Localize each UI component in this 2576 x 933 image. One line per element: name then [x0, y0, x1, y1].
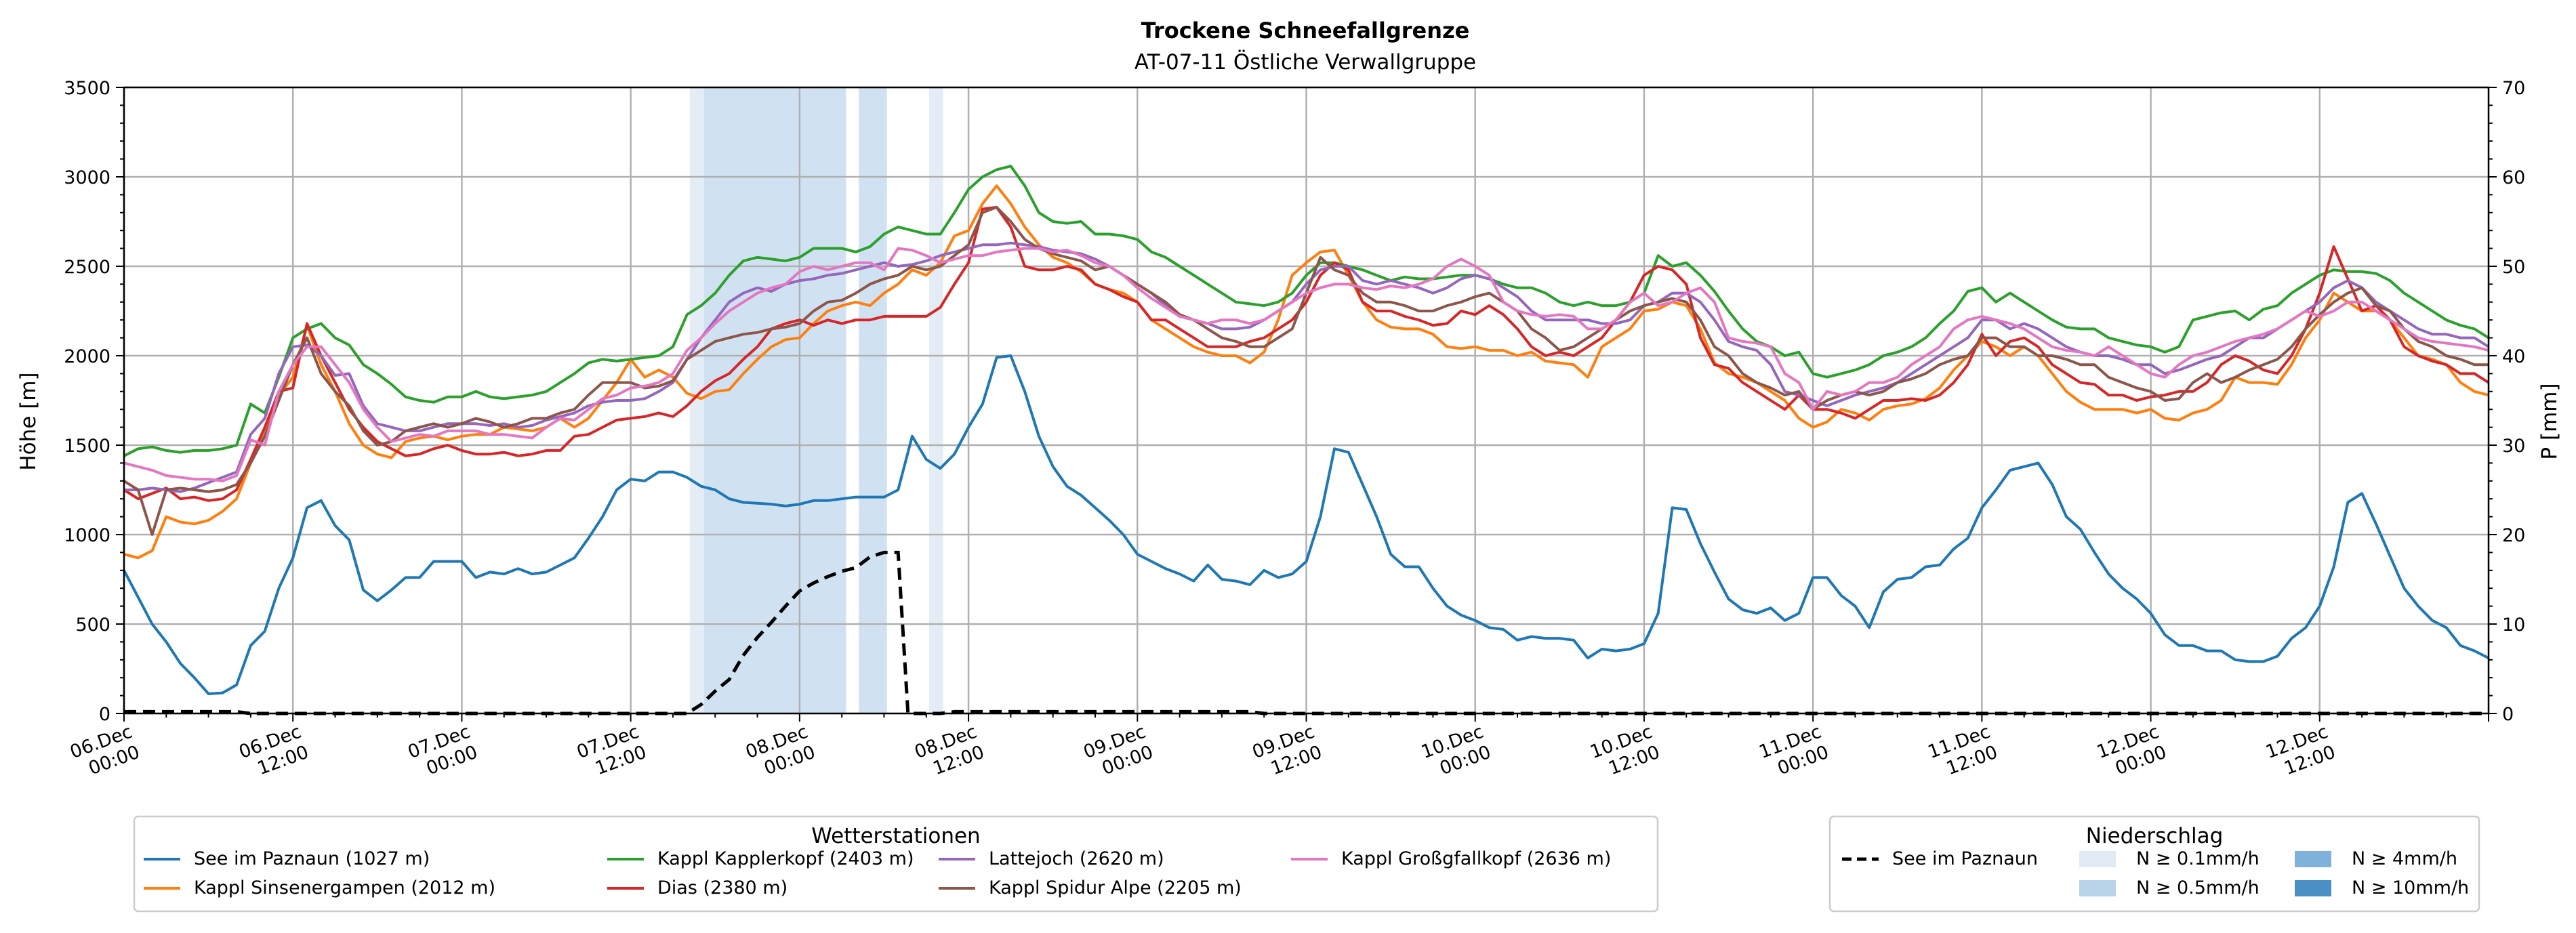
- legend-precip-swatch-4: [2295, 880, 2331, 896]
- legend-precip-label-1: N ≥ 0.1mm/h: [2136, 848, 2260, 869]
- ytick-left-label-0: 0: [99, 704, 110, 725]
- ytick-right-label-3: 30: [2502, 436, 2525, 457]
- legend-stations-title: Wetterstationen: [811, 824, 980, 848]
- chart-subtitle: AT-07-11 Östliche Verwallgruppe: [1134, 49, 1476, 75]
- xtick-label-10: 11.Dec00:00: [1756, 721, 1831, 783]
- ytick-left-label-7: 3500: [64, 78, 110, 99]
- legend-station-label-1: See im Paznaun (1027 m): [194, 848, 430, 869]
- series-lines: [123, 165, 2490, 716]
- ytick-right-label-7: 70: [2502, 78, 2525, 99]
- axes: 0 500 1000 1500 2000 2500 3000 3500 0 10 20 30 40 50 6…: [64, 78, 2525, 783]
- ytick-right-label-4: 40: [2502, 346, 2525, 367]
- xtick-label-4: 08.Dec00:00: [743, 721, 818, 783]
- ytick-left-label-6: 3000: [64, 167, 110, 188]
- legend-precip-line-label: See im Paznaun: [1892, 848, 2038, 869]
- xtick-label-7: 09.Dec12:00: [1250, 721, 1325, 783]
- legend-precip-label-3: N ≥ 4mm/h: [2352, 848, 2457, 869]
- legend-station-label-5: Lattejoch (2620 m): [989, 848, 1164, 869]
- precip-band-2: [703, 87, 846, 713]
- precip-band-4: [928, 87, 943, 713]
- xtick-label-11: 11.Dec12:00: [1925, 721, 2001, 783]
- y-axis-right-label: P [mm]: [2537, 383, 2562, 459]
- xtick-label-6: 09.Dec00:00: [1081, 721, 1156, 783]
- legend-station-label-4: Dias (2380 m): [657, 877, 788, 898]
- ytick-right-label-5: 50: [2502, 257, 2525, 278]
- precipitation-bands: [689, 87, 943, 713]
- legend-station-label-3: Kappl Kapplerkopf (2403 m): [657, 848, 914, 869]
- xtick-label-8: 10.Dec00:00: [1418, 721, 1494, 783]
- legend-station-label-7: Kappl Großgfallkopf (2636 m): [1341, 848, 1611, 869]
- legend-precip-title: Niederschlag: [2086, 824, 2224, 848]
- series-line-7: [123, 247, 2489, 482]
- series-line-4: [123, 205, 2490, 502]
- xtick-label-0: 06.Dec00:00: [67, 721, 142, 783]
- legend-precip-swatch-3: [2295, 851, 2331, 867]
- ytick-left-label-1: 500: [75, 615, 110, 636]
- xtick-label-2: 07.Dec00:00: [405, 721, 481, 783]
- series-line-2: [123, 184, 2489, 560]
- legend-stations-frame: [133, 815, 1659, 913]
- legend-precipitation: Niederschlag See im Paznaun N ≥ 0.1mm/h N ≥…: [1828, 815, 2480, 913]
- ytick-left-label-3: 1500: [64, 436, 110, 457]
- legend-precip-label-2: N ≥ 0.5mm/h: [2136, 877, 2260, 898]
- ytick-right-label-0: 0: [2502, 704, 2514, 725]
- chart-title: Trockene Schneefallgrenze: [1141, 18, 1470, 43]
- legend-precip-label-4: N ≥ 10mm/h: [2352, 877, 2469, 898]
- ytick-left-label-5: 2500: [64, 257, 110, 278]
- legend-precip-swatch-2: [2079, 880, 2116, 896]
- legend-precip-swatch-1: [2079, 851, 2116, 867]
- precip-band-3: [859, 87, 887, 713]
- xtick-label-12: 12.Dec00:00: [2094, 721, 2169, 783]
- ytick-right-label-6: 60: [2502, 167, 2525, 188]
- xtick-label-5: 08.Dec12:00: [912, 721, 987, 783]
- ytick-right-label-2: 20: [2502, 525, 2525, 546]
- xtick-label-1: 06.Dec12:00: [237, 721, 312, 783]
- xtick-label-3: 07.Dec12:00: [574, 721, 649, 783]
- series-line-1: [123, 354, 2489, 695]
- legend-stations: Wetterstationen See im Paznaun (1027 m) Ka…: [133, 815, 1659, 913]
- precip-band-1: [689, 87, 704, 713]
- series-line-3: [123, 165, 2490, 457]
- xtick-label-13: 12.Dec12:00: [2263, 721, 2338, 783]
- xtick-label-9: 10.Dec12:00: [1587, 721, 1662, 783]
- legend-station-label-2: Kappl Sinsenergampen (2012 m): [194, 877, 495, 898]
- y-axis-left-label: Höhe [m]: [16, 372, 41, 470]
- legend-station-label-6: Kappl Spidur Alpe (2205 m): [989, 877, 1242, 898]
- ytick-left-label-2: 1000: [64, 525, 110, 546]
- ytick-right-label-1: 10: [2502, 615, 2525, 636]
- ytick-left-label-4: 2000: [64, 346, 110, 367]
